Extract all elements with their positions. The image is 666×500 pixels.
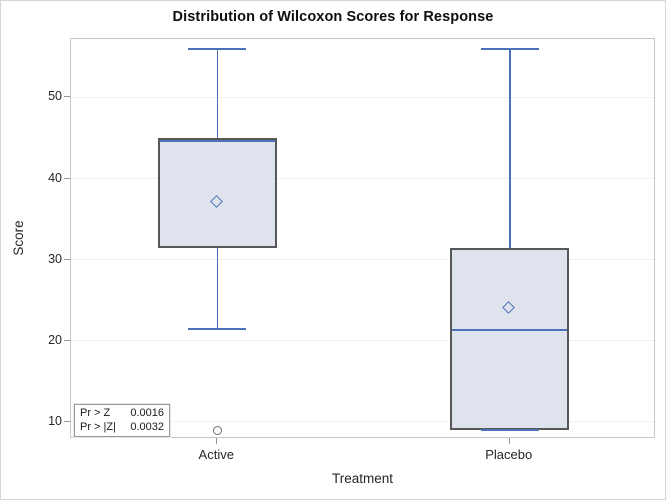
whisker-cap-min bbox=[480, 429, 539, 432]
x-tick-label: Placebo bbox=[485, 447, 533, 462]
y-tick-mark bbox=[64, 96, 70, 98]
y-tick-mark bbox=[64, 177, 70, 179]
whisker-cap-min bbox=[188, 327, 247, 330]
upper-whisker-line bbox=[216, 48, 218, 138]
iqr-box bbox=[157, 137, 277, 248]
lower-whisker-line bbox=[216, 247, 218, 329]
p-value-value: 0.0016 bbox=[130, 407, 164, 419]
gridline bbox=[71, 178, 654, 180]
chart-title: Distribution of Wilcoxon Scores for Resp… bbox=[172, 9, 494, 25]
gridline bbox=[71, 259, 654, 261]
y-tick-mark bbox=[64, 258, 70, 260]
y-tick-mark bbox=[64, 420, 70, 422]
p-value-row: Pr > Z 0.0016 bbox=[80, 407, 164, 421]
upper-whisker-line bbox=[509, 48, 511, 248]
median-line bbox=[159, 139, 275, 142]
x-tick-mark bbox=[508, 438, 510, 444]
whisker-cap-max bbox=[188, 47, 247, 50]
y-tick-label: 30 bbox=[48, 251, 62, 266]
x-tick-mark bbox=[216, 438, 218, 444]
x-tick-label: Active bbox=[198, 447, 234, 462]
outlier-point-icon bbox=[212, 425, 222, 435]
iqr-box bbox=[450, 247, 570, 431]
p-value-label: Pr > |Z| bbox=[80, 420, 116, 433]
y-tick-label: 20 bbox=[48, 332, 62, 347]
p-value-row: Pr > |Z| 0.0032 bbox=[80, 421, 164, 435]
whisker-cap-max bbox=[480, 47, 539, 50]
p-value-label: Pr > Z bbox=[80, 407, 111, 419]
y-tick-label: 50 bbox=[48, 89, 62, 104]
y-tick-label: 10 bbox=[48, 413, 62, 428]
y-tick-mark bbox=[64, 339, 70, 341]
p-value-value: 0.0032 bbox=[130, 420, 164, 433]
x-axis-label: Treatment bbox=[331, 471, 394, 486]
plot-area: Pr > Z 0.0016 Pr > |Z| 0.0032 bbox=[70, 38, 655, 438]
gridline bbox=[71, 421, 654, 423]
y-axis-label: Score bbox=[11, 220, 26, 256]
y-tick-label: 40 bbox=[48, 170, 62, 185]
median-line bbox=[452, 328, 568, 331]
gridline bbox=[71, 96, 654, 98]
p-value-table: Pr > Z 0.0016 Pr > |Z| 0.0032 bbox=[74, 404, 170, 437]
gridline bbox=[71, 340, 654, 342]
